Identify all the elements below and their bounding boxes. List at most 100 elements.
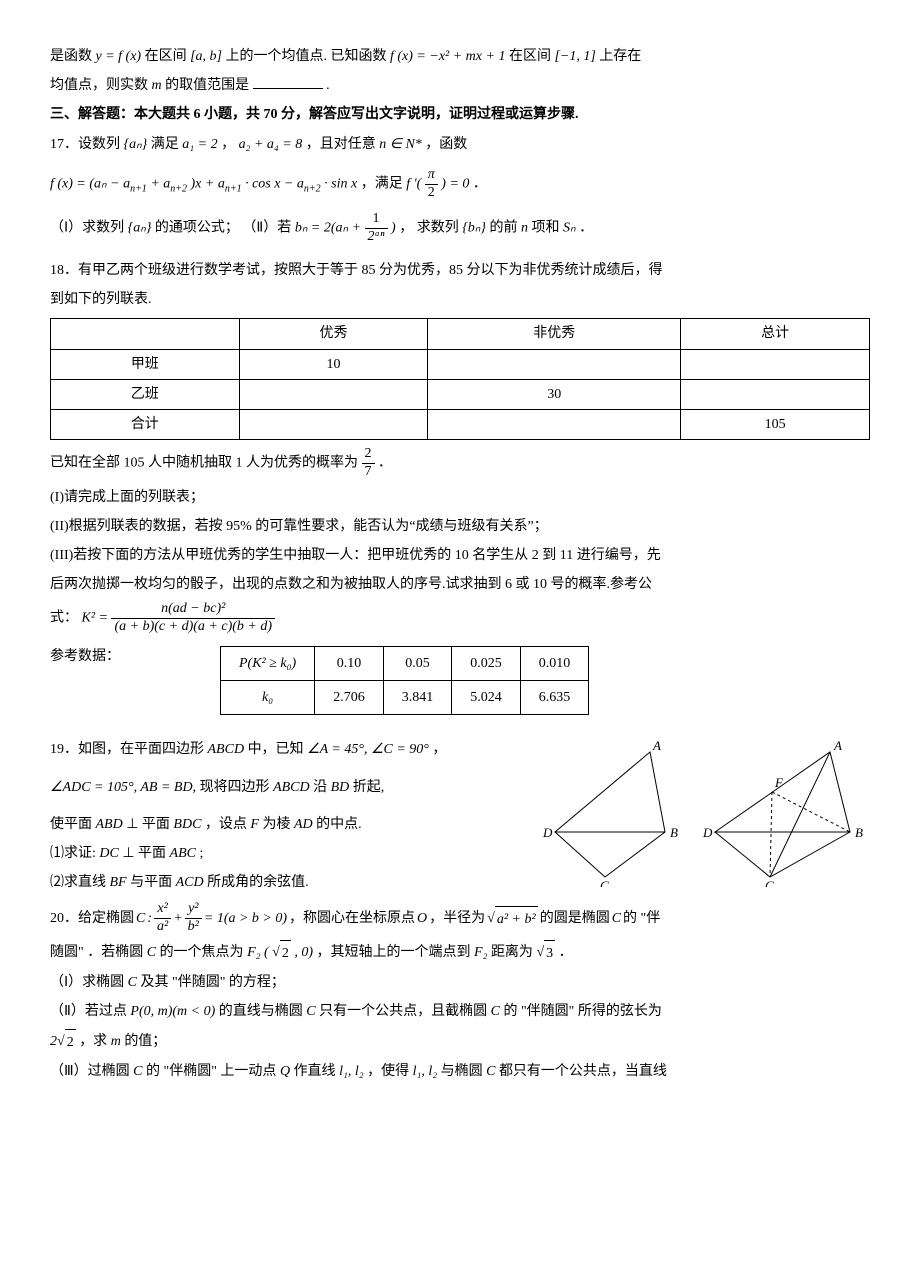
t: 为棱 xyxy=(262,817,294,832)
m: C xyxy=(306,1004,315,1019)
m: K² = xyxy=(82,611,112,626)
lbl: A xyxy=(652,738,661,753)
m: 2 xyxy=(50,1034,57,1049)
frac-1-2an: 1 2ᵃⁿ xyxy=(365,211,388,246)
q18-prob: 已知在全部 105 人中随机抽取 1 人为优秀的概率为 2 7 ． xyxy=(50,446,870,481)
t: （Ⅰ）求椭圆 xyxy=(50,975,128,990)
m: l₁, l₂ xyxy=(339,1064,364,1079)
lbl: F xyxy=(774,775,784,790)
cell xyxy=(681,349,870,379)
m: ) = 0 xyxy=(441,176,469,191)
t: 的圆是椭圆 xyxy=(540,906,610,931)
m: : xyxy=(147,906,152,931)
cell: 0.025 xyxy=(452,647,521,681)
t: ⊥ 平面 xyxy=(122,846,169,861)
q19-figures: A B C D A B C D F xyxy=(540,737,870,887)
cell: 甲班 xyxy=(51,349,240,379)
m: ∠ADC = 105°, AB = BD, xyxy=(50,780,200,795)
num: n(ad − bc)² xyxy=(111,601,275,619)
q20-II-a: （Ⅱ）若过点 P(0, m)(m < 0) 的直线与椭圆 C 只有一个公共点，且… xyxy=(50,999,870,1024)
m: AD xyxy=(294,817,313,832)
m: DC xyxy=(99,846,118,861)
figure-flat-quad: A B C D xyxy=(540,737,690,887)
m: P(0, m)(m < 0) xyxy=(130,1004,215,1019)
m: C xyxy=(491,1004,500,1019)
m: a₂ + a₄ = 8 xyxy=(239,137,303,152)
cell xyxy=(428,409,681,439)
sqrt-2a: √2 xyxy=(272,940,291,966)
t: 项和 xyxy=(531,221,563,236)
t: 折起, xyxy=(353,780,385,795)
t: 中，已知 xyxy=(248,742,308,757)
sub: n+2 xyxy=(170,183,187,194)
lbl: C xyxy=(600,878,609,887)
reference-data: 参考数据： P(K² ≥ k₀) 0.10 0.05 0.025 0.010 k… xyxy=(50,640,870,721)
t: 20．给定椭圆 xyxy=(50,906,134,931)
t: ，使得 xyxy=(367,1064,413,1079)
cell xyxy=(239,409,428,439)
m: Sₙ xyxy=(563,221,576,236)
m: C xyxy=(136,906,145,931)
m: + a xyxy=(150,176,170,191)
t: 及其 "伴随圆" 的方程； xyxy=(140,975,284,990)
m: a₁ = 2 xyxy=(182,137,217,152)
m: F₂ xyxy=(474,945,487,960)
cell: 10 xyxy=(239,349,428,379)
m: {aₙ} xyxy=(124,137,148,152)
m: C xyxy=(147,945,156,960)
t: 上存在 xyxy=(599,49,641,64)
frac-k2: n(ad − bc)² (a + b)(c + d)(a + c)(b + d) xyxy=(111,601,275,636)
q18-l1: 18．有甲乙两个班级进行数学考试，按照大于等于 85 分为优秀，85 分以下为非… xyxy=(50,258,870,283)
lbl: D xyxy=(702,825,713,840)
m: f (x) = −x² + mx + 1 xyxy=(390,49,505,64)
table-row: k₀ 2.706 3.841 5.024 6.635 xyxy=(221,681,589,715)
m: [−1, 1] xyxy=(554,49,595,64)
cell: 0.05 xyxy=(383,647,452,681)
section-3-heading: 三、解答题：本大题共 6 小题，共 70 分，解答应写出文字说明，证明过程或运算… xyxy=(50,102,870,127)
t: ，满足 xyxy=(361,176,407,191)
num: 1 xyxy=(365,211,388,229)
t: （Ⅱ）若过点 xyxy=(50,1004,130,1019)
q18-III-a: (III)若按下面的方法从甲班优秀的学生中抽取一人：把甲班优秀的 10 名学生从… xyxy=(50,543,870,568)
t: ，且对任意 xyxy=(306,137,380,152)
cell: 0.10 xyxy=(315,647,384,681)
cell: k₀ xyxy=(221,681,315,715)
q18-I: (I)请完成上面的列联表； xyxy=(50,485,870,510)
sqrt-2b: √2 xyxy=(57,1029,76,1055)
rad: a² + b² xyxy=(495,906,538,932)
m: = 1(a > b > 0) xyxy=(204,906,287,931)
m: ABD xyxy=(96,817,123,832)
t: ⑵求直线 xyxy=(50,875,110,890)
q20-I: （Ⅰ）求椭圆 C 及其 "伴随圆" 的方程； xyxy=(50,970,870,995)
m: bₙ = 2(aₙ + xyxy=(295,221,365,236)
m: C xyxy=(128,975,137,990)
t: ， xyxy=(432,742,446,757)
q17-fx: f (x) = (aₙ − an+1 + an+2 )x + an+1 · co… xyxy=(50,167,870,202)
cell: 合计 xyxy=(51,409,240,439)
cell: 总计 xyxy=(681,319,870,349)
cell xyxy=(428,349,681,379)
rad: 2 xyxy=(280,940,291,966)
t: 上的一个均值点. 已知函数 xyxy=(226,49,391,64)
cell: 2.706 xyxy=(315,681,384,715)
m: Q xyxy=(280,1064,290,1079)
sqrt-a2b2: √a² + b² xyxy=(487,906,538,932)
cell: 乙班 xyxy=(51,379,240,409)
t: 19．如图，在平面四边形 xyxy=(50,742,208,757)
q18-l2: 到如下的列联表. xyxy=(50,287,870,312)
t: 都只有一个公共点，当直线 xyxy=(499,1064,667,1079)
cell: 30 xyxy=(428,379,681,409)
m: f '( xyxy=(406,176,421,191)
t: ． xyxy=(473,176,487,191)
num: y² xyxy=(185,901,202,919)
t: 只有一个公共点，且截椭圆 xyxy=(319,1004,491,1019)
den: 2ᵃⁿ xyxy=(365,229,388,246)
m: f (x) = (aₙ − a xyxy=(50,176,130,191)
m: m xyxy=(111,1034,121,1049)
q20-II-b: 2√2 ，求 m 的值； xyxy=(50,1029,870,1055)
cell: 优秀 xyxy=(239,319,428,349)
t: 是函数 xyxy=(50,49,96,64)
t: ，称圆心在坐标原点 xyxy=(289,906,415,931)
t: 的 "伴椭圆" 上一动点 xyxy=(146,1064,280,1079)
frac-pi-2: π 2 xyxy=(425,167,438,202)
